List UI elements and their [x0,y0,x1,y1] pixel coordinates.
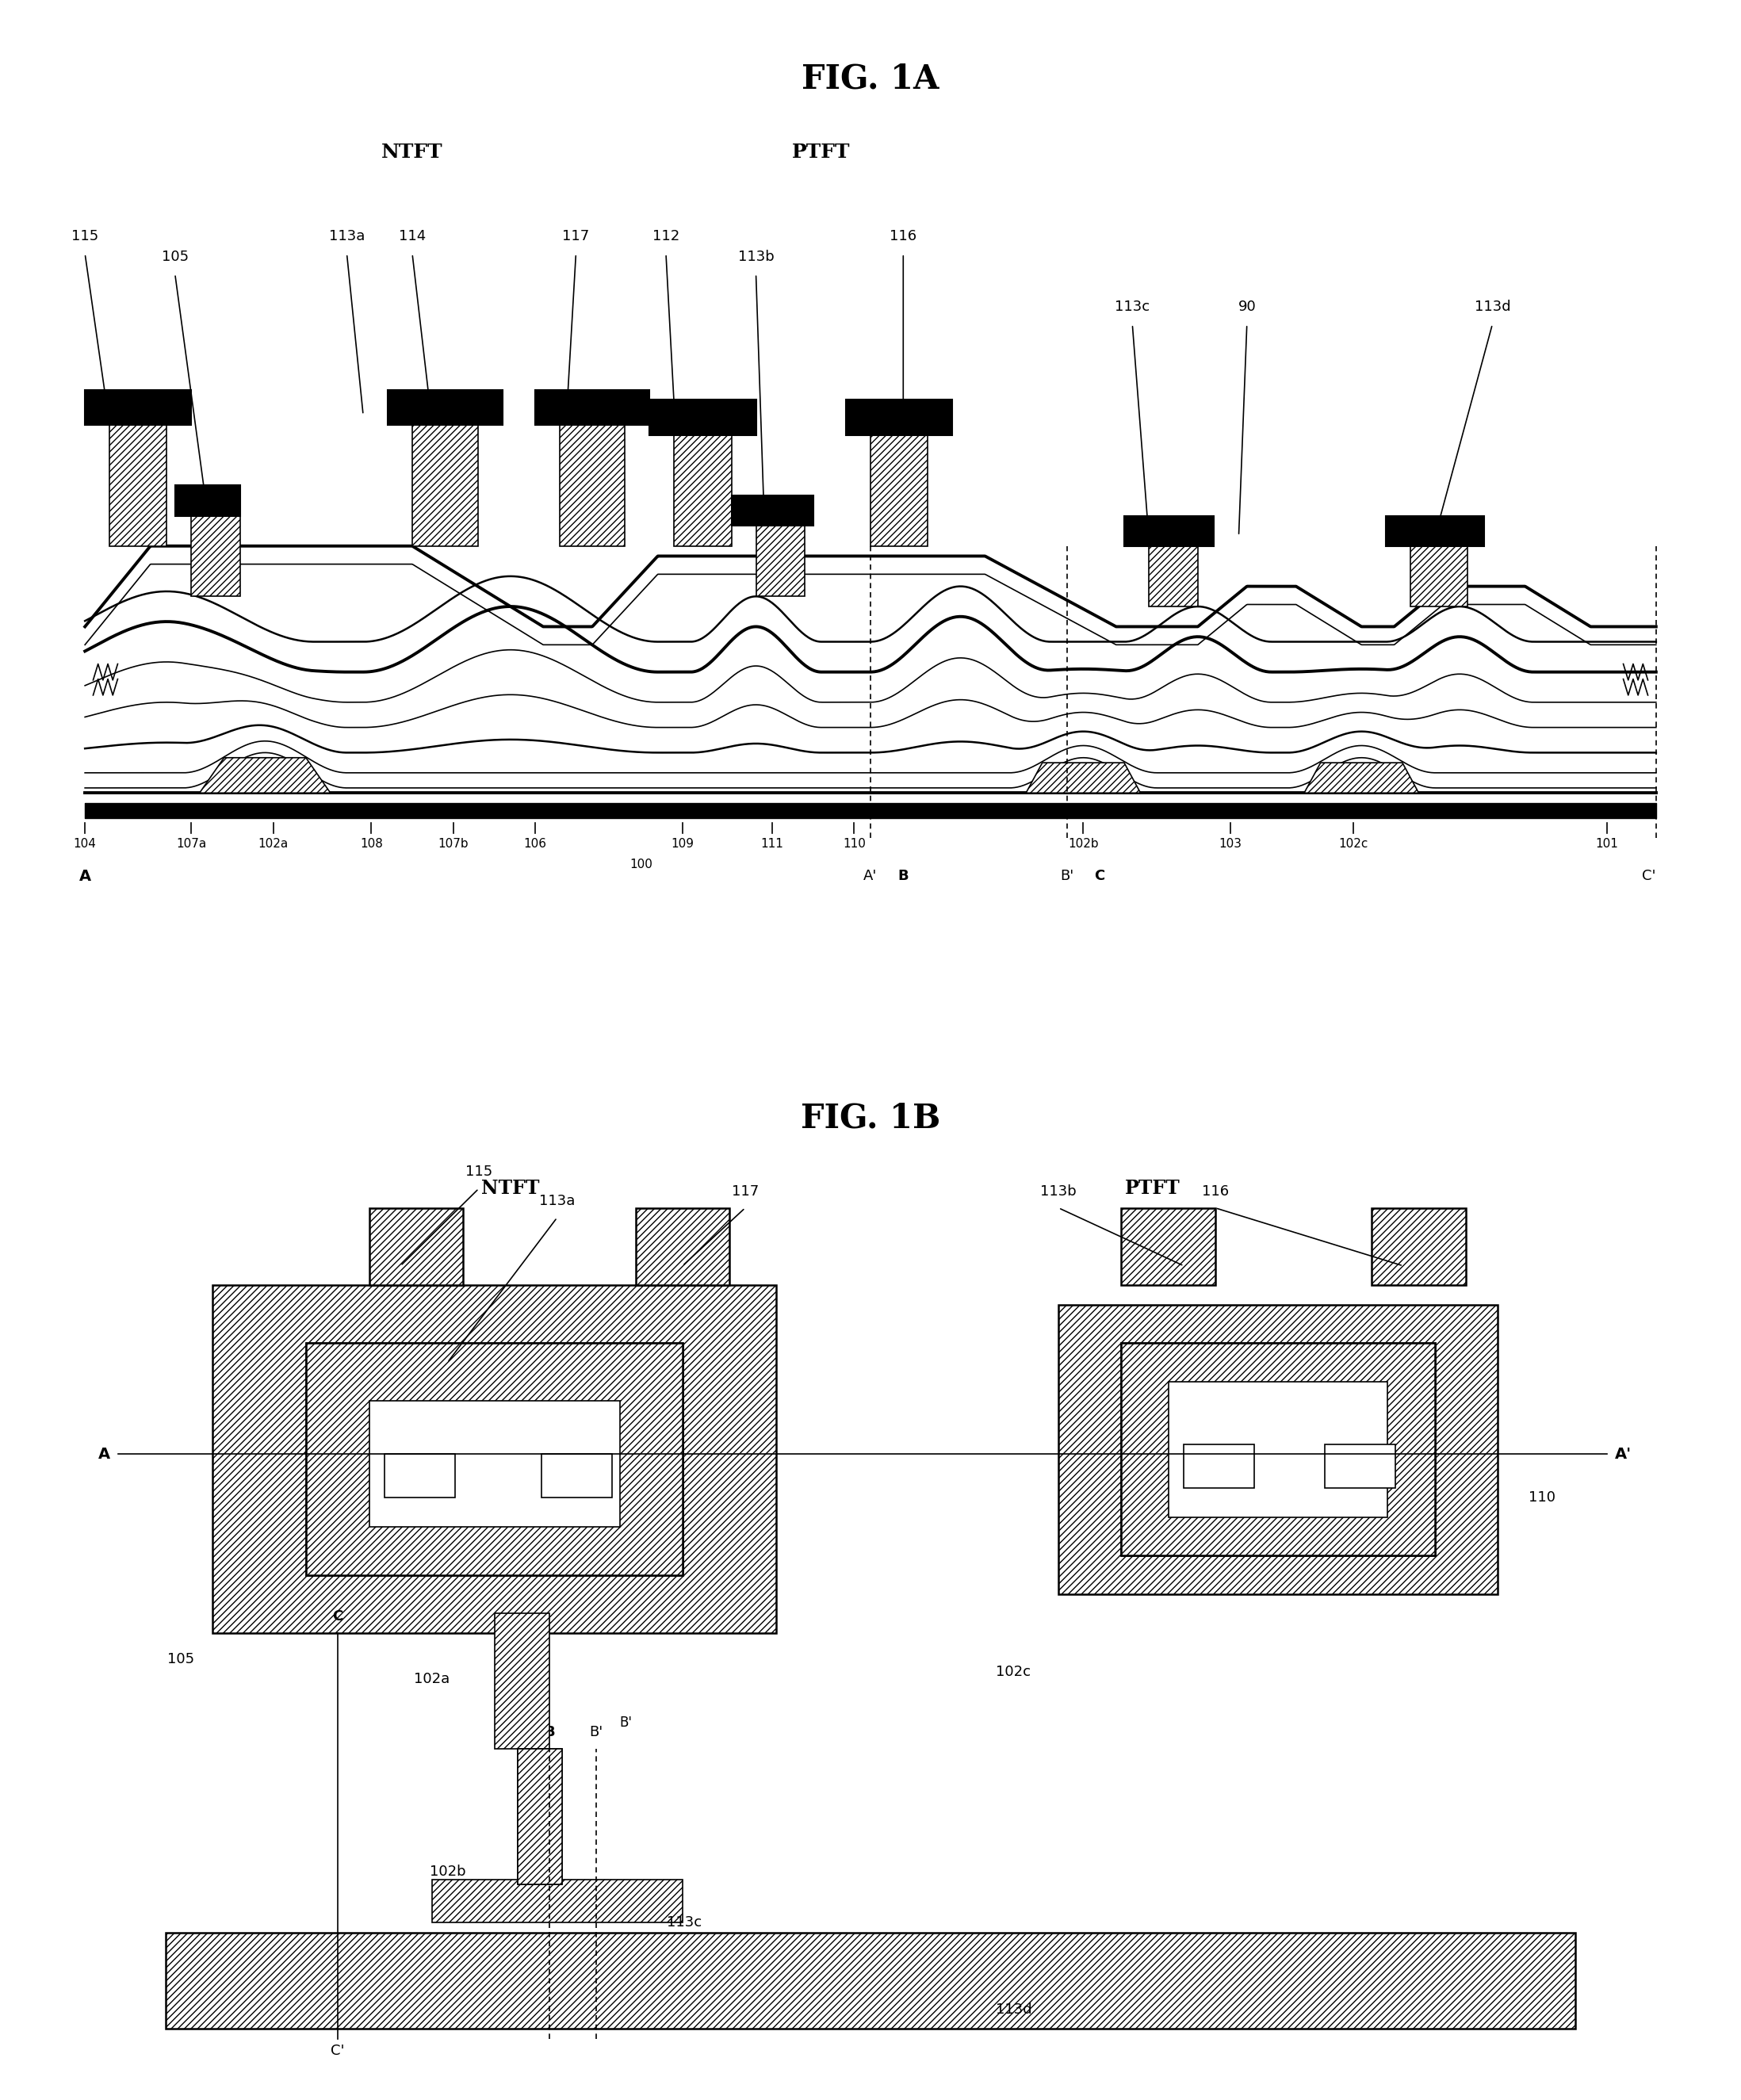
Text: C: C [1095,869,1106,882]
Text: 105: 105 [162,250,188,265]
Text: 113b: 113b [738,250,775,265]
Bar [1386,517,1483,546]
Bar [674,435,731,546]
Bar [541,1453,613,1497]
Bar [756,525,804,596]
Text: 113c: 113c [667,1915,702,1930]
Text: 102c: 102c [1339,838,1368,850]
Text: 100: 100 [630,859,653,869]
Text: 102b: 102b [430,1865,465,1880]
Text: 107a: 107a [176,838,207,850]
Text: 112: 112 [653,229,679,244]
Text: B: B [898,869,909,882]
Text: C': C' [1642,869,1656,882]
Text: 108: 108 [360,838,383,850]
Bar [1372,1208,1466,1285]
Text: 113a: 113a [540,1193,575,1208]
Bar [559,424,625,546]
Text: 113d: 113d [1475,300,1511,315]
Text: 105: 105 [167,1653,195,1667]
Text: 106: 106 [524,838,547,850]
Bar [85,391,192,424]
Bar [413,424,477,546]
Text: PTFT: PTFT [792,143,851,162]
Text: NTFT: NTFT [381,143,442,162]
Bar [1149,546,1198,607]
Text: 115: 115 [465,1166,493,1178]
Text: C: C [333,1609,343,1623]
Text: 104: 104 [73,838,96,850]
Text: B': B' [620,1716,632,1730]
Text: 116: 116 [890,229,918,244]
Text: 117: 117 [731,1184,759,1199]
Text: B': B' [1060,869,1074,882]
Text: 113a: 113a [329,229,366,244]
Bar [174,485,240,517]
Bar [519,1749,562,1884]
Bar [388,391,501,424]
Text: FIG. 1B: FIG. 1B [801,1102,940,1134]
Polygon shape [200,758,331,794]
Text: 102a: 102a [258,838,289,850]
Text: 114: 114 [399,229,427,244]
Bar [649,399,756,435]
Bar [1121,1344,1435,1556]
Polygon shape [1025,762,1140,794]
Bar [1168,1382,1388,1516]
Bar [306,1344,682,1575]
Text: B: B [543,1724,555,1739]
Bar [110,424,167,546]
Text: FIG. 1A: FIG. 1A [803,63,938,94]
Text: 109: 109 [670,838,695,850]
Bar [846,399,952,435]
Text: 101: 101 [1595,838,1619,850]
Text: 107b: 107b [439,838,468,850]
Bar [369,1401,620,1527]
Bar [385,1453,456,1497]
Bar [534,391,649,424]
Text: A': A' [1616,1447,1631,1462]
Bar [1059,1304,1497,1594]
Text: PTFT: PTFT [1125,1178,1180,1197]
Text: 117: 117 [562,229,590,244]
Text: 113d: 113d [996,2003,1032,2016]
Text: 113c: 113c [1114,300,1149,315]
Bar [1121,1208,1215,1285]
Bar [494,1613,550,1749]
Bar [432,1880,682,1924]
Polygon shape [1304,762,1419,794]
Text: 115: 115 [71,229,99,244]
Text: 102b: 102b [1067,838,1099,850]
Bar [731,496,813,525]
Text: B: B [500,1716,510,1730]
Bar [1325,1445,1396,1489]
Text: 111: 111 [761,838,783,850]
Text: B': B' [590,1724,602,1739]
Bar [1410,546,1468,607]
Text: 103: 103 [1219,838,1241,850]
Text: A: A [78,869,91,884]
Text: 102c: 102c [996,1665,1031,1678]
Bar [306,1344,682,1575]
Text: C': C' [331,2043,345,2058]
Bar [635,1208,729,1285]
Bar [212,1285,776,1634]
Text: 102a: 102a [414,1672,449,1686]
Bar [192,517,240,596]
Text: A: A [99,1447,111,1462]
Text: 110: 110 [1529,1491,1555,1506]
Text: A': A' [864,869,877,882]
Bar [870,435,928,546]
Text: 110: 110 [843,838,865,850]
Bar [165,1932,1576,2029]
Bar [519,1749,562,1884]
Text: 90: 90 [1238,300,1255,315]
Text: 113b: 113b [1041,1184,1076,1199]
Text: 116: 116 [1201,1184,1229,1199]
Bar [1125,517,1213,546]
Bar [369,1208,463,1285]
Text: NTFT: NTFT [481,1178,540,1197]
Bar [1184,1445,1255,1489]
Bar [1121,1344,1435,1556]
